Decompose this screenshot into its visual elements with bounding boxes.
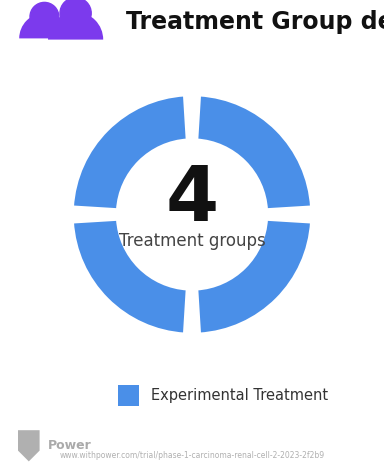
Wedge shape	[197, 219, 312, 334]
Text: Power: Power	[48, 439, 92, 452]
Text: www.withpower.com/trial/phase-1-carcinoma-renal-cell-2-2023-2f2b9: www.withpower.com/trial/phase-1-carcinom…	[60, 451, 324, 460]
FancyBboxPatch shape	[118, 385, 139, 406]
Text: 4: 4	[166, 163, 218, 237]
Text: Experimental Treatment: Experimental Treatment	[151, 388, 328, 403]
Text: Treatment groups: Treatment groups	[119, 232, 265, 250]
Wedge shape	[197, 95, 312, 210]
Polygon shape	[18, 430, 40, 461]
Wedge shape	[72, 219, 187, 334]
Text: Treatment Group details: Treatment Group details	[126, 10, 384, 33]
Wedge shape	[72, 95, 187, 210]
Circle shape	[30, 2, 59, 31]
Circle shape	[60, 0, 91, 29]
Wedge shape	[19, 13, 70, 39]
Wedge shape	[48, 12, 103, 40]
